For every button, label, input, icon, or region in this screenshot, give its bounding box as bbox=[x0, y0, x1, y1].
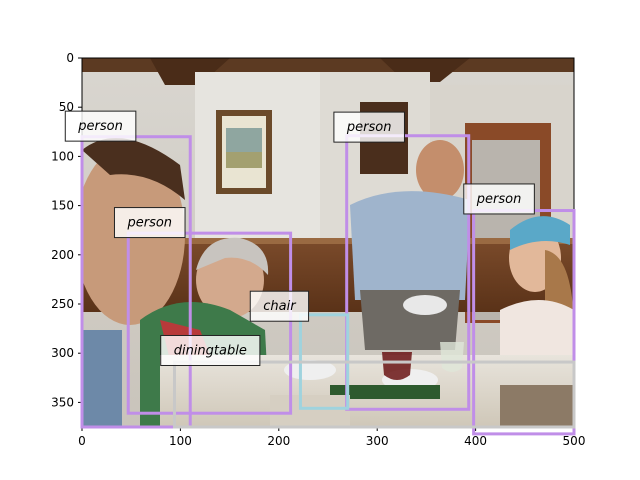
x-tick-label: 500 bbox=[563, 434, 586, 448]
y-tick-label: 350 bbox=[51, 395, 74, 409]
detection-box-person bbox=[126, 231, 293, 415]
detection-label-text: person bbox=[126, 216, 172, 231]
x-tick-label: 400 bbox=[464, 434, 487, 448]
detection-label-person: person bbox=[64, 110, 137, 142]
person-standing-head bbox=[416, 140, 464, 200]
x-tick-label: 0 bbox=[78, 434, 86, 448]
detection-box-person bbox=[345, 134, 471, 411]
detection-label-bg bbox=[113, 207, 186, 239]
detection-label-chair: chair bbox=[249, 290, 310, 322]
detection-label-text: chair bbox=[263, 299, 297, 314]
detection-label-text: person bbox=[77, 119, 123, 134]
y-tick-label: 250 bbox=[51, 297, 74, 311]
detection-label-bg bbox=[463, 183, 535, 215]
detection-label-text: person bbox=[476, 192, 522, 207]
detection-box-diningtable bbox=[172, 360, 576, 429]
x-tick-label: 300 bbox=[366, 434, 389, 448]
detection-label-text: person bbox=[346, 120, 392, 135]
detection-overlays: person person person person chair diningtable bbox=[64, 110, 576, 436]
x-tick-label: 100 bbox=[169, 434, 192, 448]
detection-label-bg bbox=[160, 334, 261, 366]
x-tick-label: 200 bbox=[267, 434, 290, 448]
y-tick-label: 100 bbox=[51, 149, 74, 163]
photo bbox=[82, 58, 574, 427]
detection-label-text: diningtable bbox=[174, 343, 247, 358]
y-tick-label: 150 bbox=[51, 199, 74, 213]
y-tick-label: 0 bbox=[66, 51, 74, 65]
detection-label-diningtable: diningtable bbox=[160, 334, 261, 366]
y-tick-label: 200 bbox=[51, 248, 74, 262]
detection-label-person: person bbox=[113, 207, 186, 239]
detection-label-person: person bbox=[333, 111, 405, 143]
detection-label-bg bbox=[249, 290, 310, 322]
detection-label-person: person bbox=[463, 183, 535, 215]
y-tick-label: 300 bbox=[51, 346, 74, 360]
detection-label-bg bbox=[64, 110, 137, 142]
detection-label-bg bbox=[333, 111, 405, 143]
